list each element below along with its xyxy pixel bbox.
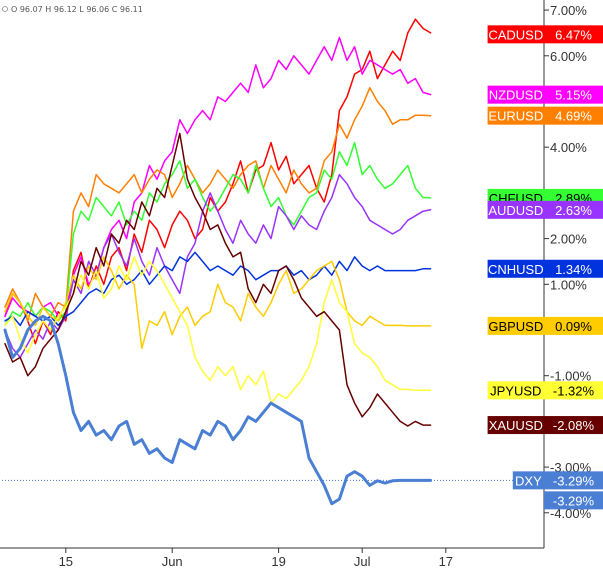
series-value-badge [544, 381, 603, 400]
series-name-badge [487, 25, 544, 44]
series-line-jpyusd [4, 256, 432, 404]
x-tick-label: 17 [439, 554, 453, 569]
series-name-text: NZDUSD [489, 88, 543, 103]
series-line-dxy [3, 314, 433, 506]
x-tick-label: Jun [162, 554, 183, 569]
series-line-eurusd [4, 87, 432, 322]
ohlc-o-label: O [11, 5, 17, 14]
y-tick-label: -4.00% [550, 506, 592, 521]
y-tick-label: 2.00% [550, 232, 587, 247]
series-name-badge [487, 85, 544, 104]
series-value-badge [544, 316, 603, 335]
ohlc-l-label: L [79, 5, 84, 14]
series-value-badge [544, 106, 603, 125]
series-name-text: EURUSD [488, 109, 543, 124]
ohlc-h-value: 96.12 [54, 5, 77, 14]
series-name-badge [512, 471, 544, 490]
series-value-badge [544, 259, 603, 278]
ohlc-readout: O 96.07 H 96.12 L 96.06 C 96.11 [2, 5, 143, 14]
series-value-badge [544, 85, 603, 104]
series-line-chfusd [4, 141, 432, 327]
series-name-badge [487, 259, 544, 278]
ohlc-c-label: C [112, 5, 118, 14]
series-line-cnhusd [4, 251, 432, 327]
label-layer: CADUSD 6.47%NZDUSD 5.15%EURUSD 4.69%CHFUSD 2… [487, 25, 603, 510]
y-tick-label: 1.00% [550, 277, 587, 292]
series-value-text: 5.15% [555, 88, 592, 103]
dxy-axis-badge-text: -3.29% [553, 493, 595, 508]
series-value-text: -2.08% [553, 418, 595, 433]
series-value-text: -3.29% [553, 473, 595, 488]
series-value-text: -1.32% [553, 383, 595, 398]
ohlc-c-value: 96.11 [120, 5, 143, 14]
y-tick-label: -3.00% [550, 460, 592, 475]
series-name-badge [487, 381, 544, 400]
x-tick-label: Jul [354, 554, 371, 569]
series-label-audusd: AUDUSD 2.63% [487, 200, 603, 219]
series-line-nzdusd [4, 36, 432, 318]
ohlc-h-label: H [45, 5, 51, 14]
series-label-cadusd: CADUSD 6.47% [487, 25, 603, 44]
y-tick-label: -1.00% [550, 369, 592, 384]
series-layer [3, 18, 433, 506]
series-value-badge [544, 25, 603, 44]
series-name-text: CADUSD [488, 27, 543, 42]
y-tick-label: 6.00% [550, 49, 587, 64]
x-tick-label: 15 [59, 554, 73, 569]
series-value-badge [544, 471, 603, 490]
ohlc-l-value: 96.06 [86, 5, 109, 14]
series-value-text: 6.47% [555, 27, 592, 42]
series-value-badge [544, 200, 603, 219]
series-name-badge [487, 106, 544, 125]
dxy-axis-badge-bg [544, 491, 603, 510]
series-value-text: 1.34% [555, 262, 592, 277]
series-name-text: DXY [515, 473, 542, 488]
series-label-cnhusd: CNHUSD 1.34% [487, 259, 603, 278]
series-label-jpyusd: JPYUSD -1.32% [487, 381, 603, 400]
series-line-xauusd [4, 132, 432, 427]
ohlc-marker-icon [2, 6, 8, 12]
series-name-text: AUDUSD [488, 203, 543, 218]
series-value-text: 0.09% [555, 319, 592, 334]
series-label-eurusd: EURUSD 4.69% [487, 106, 603, 125]
series-value-text: 4.69% [555, 109, 592, 124]
series-name-text: JPYUSD [490, 383, 541, 398]
dxy-axis-badge: -3.29% [544, 491, 603, 510]
series-name-badge [487, 200, 544, 219]
series-value-text: 2.63% [555, 203, 592, 218]
series-name-text: CNHUSD [488, 262, 544, 277]
series-name-badge [487, 416, 544, 435]
series-label-dxy: DXY -3.29% [512, 471, 603, 490]
series-value-badge [544, 416, 603, 435]
series-name-text: GBPUSD [488, 319, 543, 334]
series-label-nzdusd: NZDUSD 5.15% [487, 85, 603, 104]
y-tick-label: 4.00% [550, 140, 587, 155]
y-tick-label: 7.00% [550, 3, 587, 18]
series-name-badge [487, 316, 544, 335]
ohlc-o-value: 96.07 [20, 5, 43, 14]
series-name-text: XAUUSD [489, 418, 543, 433]
series-label-xauusd: XAUUSD -2.08% [487, 416, 603, 435]
series-label-gbpusd: GBPUSD 0.09% [487, 316, 603, 335]
x-tick-label: 19 [271, 554, 285, 569]
svg-text:O 96.07 H 96.12 L 96.06 C 96.1: O 96.07 H 96.12 L 96.06 C 96.11 [11, 5, 143, 14]
